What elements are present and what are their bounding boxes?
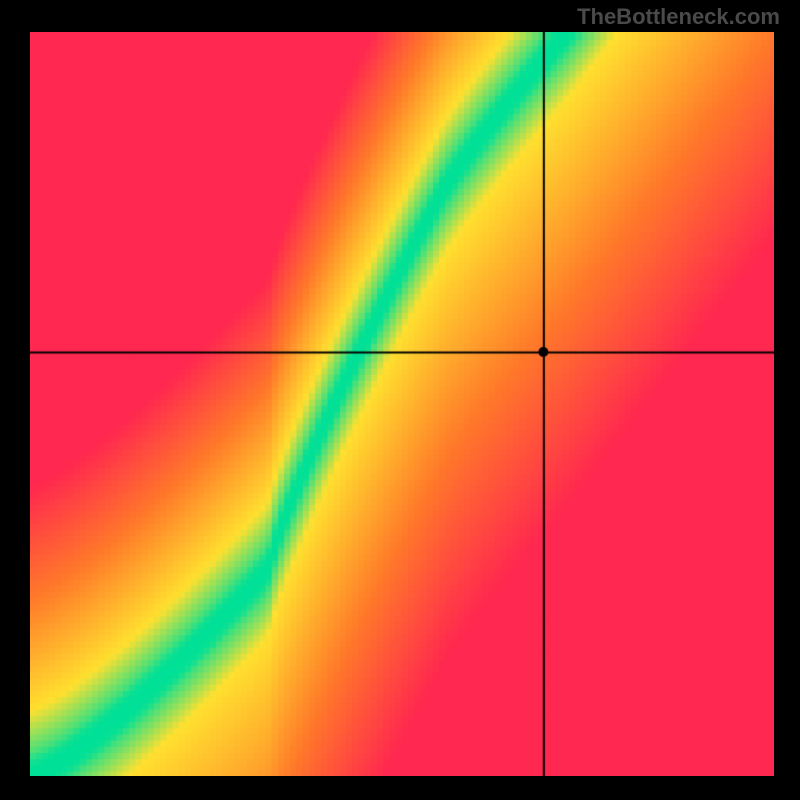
heatmap-canvas [30, 32, 774, 776]
attribution-text: TheBottleneck.com [577, 4, 780, 30]
chart-container: TheBottleneck.com [0, 0, 800, 800]
plot-area [30, 32, 774, 776]
